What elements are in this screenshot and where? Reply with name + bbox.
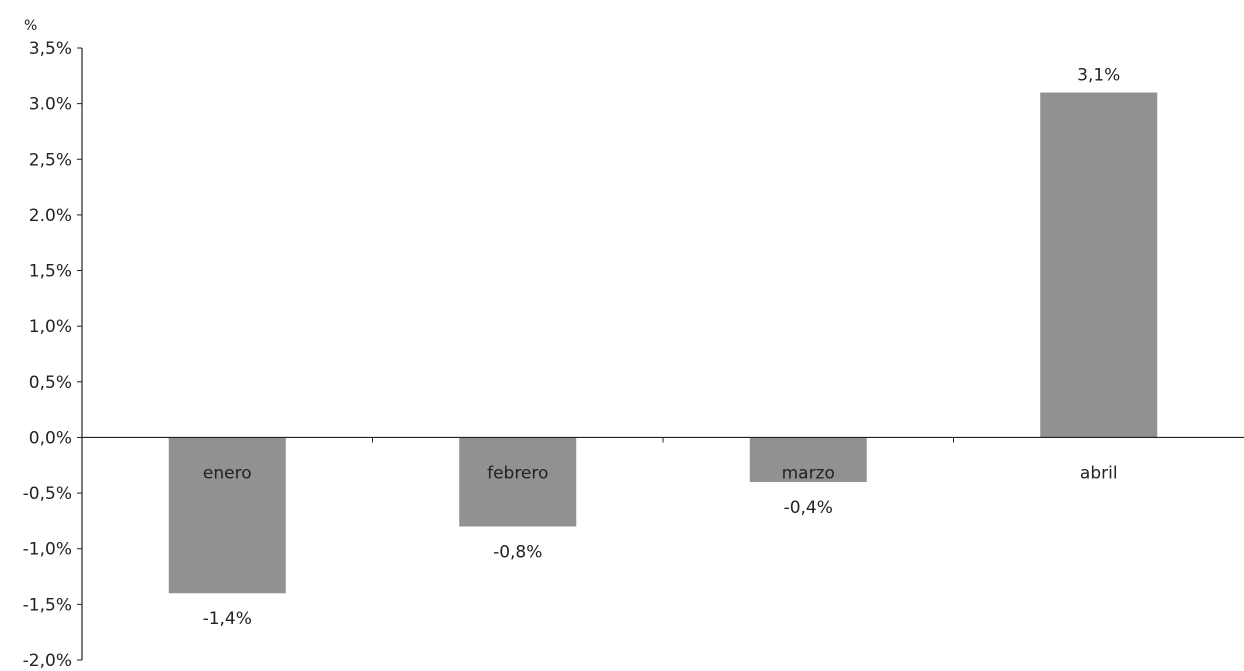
y-tick-label: 0,0% — [29, 428, 72, 448]
data-label: 3,1% — [1077, 66, 1120, 86]
y-tick-label: -1,5% — [23, 595, 72, 615]
y-tick-label: 2.0% — [29, 206, 72, 226]
bar-enero — [169, 437, 286, 593]
data-label: -0,8% — [493, 542, 542, 562]
y-tick-label: -1,0% — [23, 540, 72, 560]
category-label: abril — [1080, 463, 1118, 483]
y-tick-label: 1,0% — [29, 317, 72, 337]
y-tick-label: -2,0% — [23, 651, 72, 671]
category-label: enero — [203, 463, 252, 483]
y-tick-label: -0,5% — [23, 484, 72, 504]
data-label: -1,4% — [203, 609, 252, 629]
y-tick-label: 0,5% — [29, 373, 72, 393]
bar-abril — [1040, 93, 1157, 438]
y-tick-label: 2,5% — [29, 150, 72, 170]
y-tick-label: 3,5% — [29, 39, 72, 59]
category-label: marzo — [782, 463, 835, 483]
data-label: -0,4% — [784, 498, 833, 518]
category-label: febrero — [487, 463, 548, 483]
y-tick-label: 3.0% — [29, 95, 72, 115]
y-axis-unit-label: % — [24, 18, 37, 34]
bars — [169, 93, 1158, 594]
y-axis-ticks: 3,5% 3.0% 2,5% 2.0% 1,5% 1,0% 0,5% 0,0% -0,5% -1,… — [23, 39, 82, 671]
y-tick-label: 1,5% — [29, 262, 72, 282]
labels: enero -1,4% febrero -0,8% marzo -0,4% abril 3,1… — [203, 66, 1121, 630]
